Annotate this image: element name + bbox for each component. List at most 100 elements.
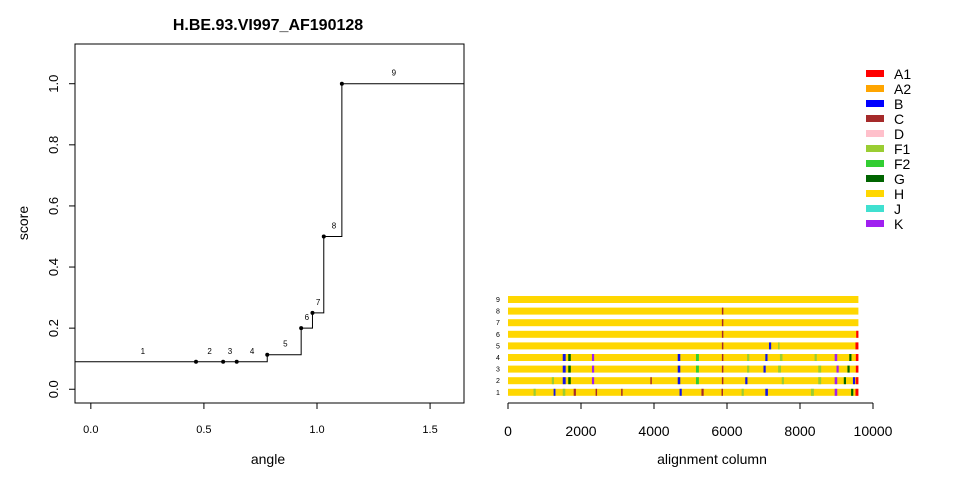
row-segment [677,354,681,361]
row-label: 5 [496,343,500,350]
y-tick-label: 0.2 [46,319,61,337]
legend-swatch [866,160,884,167]
row-segment [721,377,724,385]
y-tick-label: 0.6 [46,197,61,215]
alignment-x-tick-label: 10000 [854,423,893,439]
legend-label: J [894,201,901,217]
score-angle-plot: H.BE.93.VI997_AF190128 0.0 0.5 1.0 1.5 0.00… [15,17,465,467]
legend-item: A2 [866,81,911,97]
legend-label: K [894,216,904,232]
x-tick-label: 0.0 [83,424,98,436]
legend-item: K [866,216,904,232]
alignment-x-tick-label: 2000 [565,423,596,439]
segment-label: 6 [305,313,310,322]
alignment-row: 4 [496,354,859,362]
row-segment [855,377,859,385]
legend-label: B [894,96,903,112]
row-segment [721,342,724,350]
row-segment [568,365,571,373]
legend-label: D [894,126,904,142]
legend-item: F2 [866,156,911,172]
row-segment [779,354,783,361]
row-segment [695,354,699,361]
alignment-row: 7 [496,319,859,327]
row-segment [721,354,724,361]
row-segment [621,388,623,396]
row-segment [834,377,838,385]
row-segment [834,354,838,361]
row-label: 3 [496,367,500,374]
row-bar [508,296,859,303]
row-segment [562,365,566,373]
legend-item: J [866,201,901,217]
legend-item: D [866,126,904,142]
row-segment [679,388,682,396]
legend-item: C [866,111,904,127]
row-segment [721,319,724,327]
legend-swatch [866,70,884,77]
legend-swatch [866,175,884,182]
row-segment [747,365,750,373]
legend-label: C [894,111,904,127]
segment-label: 7 [316,298,321,307]
alignment-row: 3 [496,365,859,374]
row-bar [508,377,859,385]
segment-label: 3 [228,347,233,356]
x-tick-label: 0.5 [196,424,211,436]
row-label: 2 [496,378,500,385]
row-segment [745,377,748,385]
row-bar [508,342,859,350]
row-segment [573,388,576,396]
segment-label: 1 [141,347,146,356]
alignment-x-tick-label: 8000 [784,423,815,439]
y-tick-label: 0.0 [46,380,61,398]
row-segment [847,365,850,373]
row-segment [741,388,744,396]
row-label: 7 [496,320,500,327]
row-segment [768,342,772,350]
segment-labels: 1 2 3 4 5 67 8 9 [141,69,397,356]
row-segment [553,388,556,396]
row-segment [650,377,652,385]
row-segment [533,388,536,396]
plot-frame [74,43,465,404]
step-point [339,81,344,86]
row-segment [721,388,723,396]
legend-label: F2 [894,156,911,172]
legend-item: A1 [866,66,911,82]
row-segment [701,388,704,396]
segment-label: 4 [250,347,255,356]
y-tick-label: 0.8 [46,136,61,154]
row-segment [747,354,750,361]
alignment-x-tick-label: 6000 [711,423,742,439]
segment-label: 9 [392,69,397,78]
alignment-x-axis-label: alignment column [657,451,767,467]
legend-swatch [866,190,884,197]
step-point [221,359,226,364]
step-point [234,359,239,364]
row-segment [695,365,699,373]
row-segment [834,388,838,396]
step-point [299,326,304,331]
alignment-row: 1 [496,388,859,397]
row-segment [765,354,768,361]
step-series [75,81,464,364]
legend-swatch [866,85,884,92]
row-segment [568,377,571,385]
row-segment [551,377,554,385]
alignment-x-tick-label: 4000 [638,423,669,439]
row-segment [852,377,856,385]
row-segment [843,377,846,385]
row-bar [508,307,859,315]
row-segment [781,377,784,385]
step-point [193,359,198,364]
row-bar [508,388,859,396]
x-tick-label: 1.5 [422,424,437,436]
row-segment [818,365,822,373]
row-segment [855,388,859,396]
legend-label: F1 [894,141,911,157]
row-segment [855,365,859,373]
row-bar [508,319,859,327]
y-tick-label: 0.4 [46,258,61,276]
